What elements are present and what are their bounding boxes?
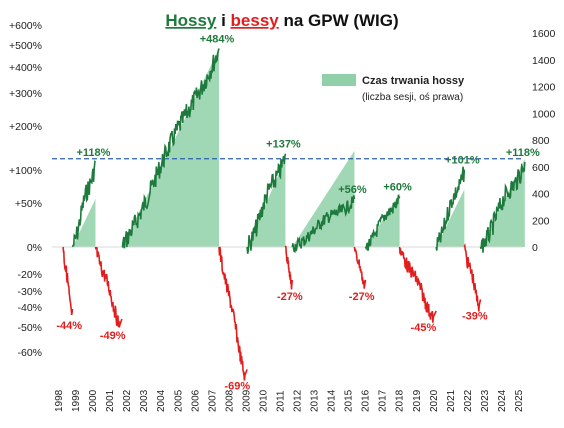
bear-line	[62, 246, 74, 316]
bull-line	[121, 48, 220, 249]
left-tick-label: -50%	[17, 322, 42, 334]
left-tick-label: -20%	[17, 269, 42, 281]
right-axis: 1600 1400 1200 1000 800 600 400 200 0	[532, 28, 556, 254]
bull-line	[435, 166, 466, 251]
bear-line	[94, 246, 123, 328]
x-tick-label: 2021	[446, 389, 457, 412]
x-tick-label: 2018	[395, 389, 406, 412]
bear-line	[353, 246, 367, 289]
x-tick-label: 2011	[275, 390, 286, 412]
x-tick-label: 2020	[429, 389, 440, 412]
duration-area	[436, 189, 465, 247]
right-tick-label: 1000	[532, 108, 556, 120]
bull-line	[479, 162, 526, 253]
x-tick-label: 2003	[139, 389, 150, 412]
left-tick-label: +50%	[15, 198, 42, 210]
data-labels: +118% +484% +137% +56% +60% +101% +118% -44% -49…	[56, 34, 540, 393]
x-axis: 1998 1999 2000 2001 2002 2003 2004 2005 2006 2007…	[54, 389, 525, 412]
x-tick-label: 1999	[71, 389, 82, 412]
bear-loss-label: -39%	[462, 310, 488, 322]
right-tick-label: 1200	[532, 82, 556, 94]
bear-loss-label: -69%	[224, 380, 250, 392]
x-tick-label: 2000	[88, 389, 99, 412]
right-tick-label: 1600	[532, 28, 556, 40]
x-tick-label: 2008	[224, 389, 235, 412]
bull-gain-label: +56%	[338, 184, 367, 196]
bull-line	[364, 194, 401, 251]
x-tick-label: 2012	[293, 389, 304, 412]
x-tick-label: 2024	[497, 389, 508, 412]
bull-line	[246, 153, 287, 254]
bull-gain-label: +118%	[506, 147, 540, 159]
bull-gain-label: +118%	[77, 147, 111, 159]
duration-area	[121, 49, 219, 247]
bear-line	[398, 246, 437, 323]
bull-gain-label: +101%	[445, 155, 480, 167]
right-tick-label: 800	[532, 135, 550, 147]
x-tick-label: 2005	[173, 389, 184, 412]
title-bessy: bessy	[231, 11, 280, 30]
x-tick-label: 2022	[463, 389, 474, 412]
legend: Czas trwania hossy (liczba sesji, oś pra…	[322, 74, 465, 103]
title-rest: na GPW (WIG)	[279, 11, 399, 30]
right-tick-label: 600	[532, 162, 550, 174]
right-tick-label: 400	[532, 189, 550, 201]
bear-loss-label: -45%	[411, 322, 437, 334]
right-tick-label: 0	[532, 242, 538, 254]
index-lines	[62, 48, 526, 381]
bear-line	[284, 245, 294, 290]
right-tick-label: 200	[532, 215, 550, 227]
left-tick-label: 0%	[27, 242, 42, 254]
x-tick-label: 1998	[54, 389, 65, 412]
left-tick-label: +600%	[9, 20, 42, 32]
left-tick-label: +300%	[9, 88, 42, 100]
right-tick-label: 1400	[532, 55, 556, 67]
x-tick-label: 2023	[480, 389, 491, 412]
x-tick-label: 2013	[310, 389, 321, 412]
x-tick-label: 2004	[156, 389, 167, 412]
x-tick-label: 2025	[514, 389, 525, 412]
left-tick-label: +200%	[9, 121, 42, 133]
bull-line	[71, 160, 97, 248]
left-axis: +600% +500% +400% +300% +200% +100% +50% 0% -20%…	[9, 20, 42, 359]
bear-loss-label: -44%	[56, 320, 82, 332]
left-tick-label: +400%	[9, 62, 42, 74]
duration-area	[292, 150, 355, 247]
left-tick-label: +500%	[9, 40, 42, 52]
legend-label: Czas trwania hossy	[362, 75, 465, 87]
bull-line	[291, 195, 356, 254]
bear-loss-label: -49%	[100, 330, 126, 342]
x-tick-label: 2014	[327, 389, 338, 412]
left-tick-label: +100%	[9, 165, 42, 177]
bull-gain-label: +60%	[383, 181, 412, 193]
bull-gain-label: +137%	[266, 139, 301, 151]
x-tick-label: 2002	[122, 389, 133, 412]
bear-line	[218, 246, 248, 381]
chart-title: Hossy i bessy na GPW (WIG)	[165, 11, 398, 30]
x-tick-label: 2015	[344, 389, 355, 412]
left-tick-label: -30%	[17, 286, 42, 298]
left-tick-label: -60%	[17, 347, 42, 359]
x-tick-label: 2016	[361, 389, 372, 412]
title-and: i	[216, 11, 230, 30]
bear-loss-label: -27%	[277, 291, 303, 303]
title-hossy: Hossy	[165, 11, 217, 30]
x-tick-label: 2001	[105, 389, 116, 412]
left-tick-label: -40%	[17, 302, 42, 314]
x-tick-label: 2010	[258, 389, 269, 412]
duration-area	[72, 198, 96, 247]
bear-line	[463, 242, 482, 312]
x-tick-label: 2006	[190, 389, 201, 412]
x-tick-label: 2009	[241, 389, 252, 412]
x-tick-label: 2017	[378, 389, 389, 412]
legend-sublabel: (liczba sesji, oś prawa)	[362, 92, 463, 103]
bull-gain-label: +484%	[200, 34, 235, 46]
x-tick-label: 2007	[207, 389, 218, 412]
legend-swatch	[322, 74, 356, 86]
x-tick-label: 2019	[412, 389, 423, 412]
bear-loss-label: -27%	[349, 291, 375, 303]
